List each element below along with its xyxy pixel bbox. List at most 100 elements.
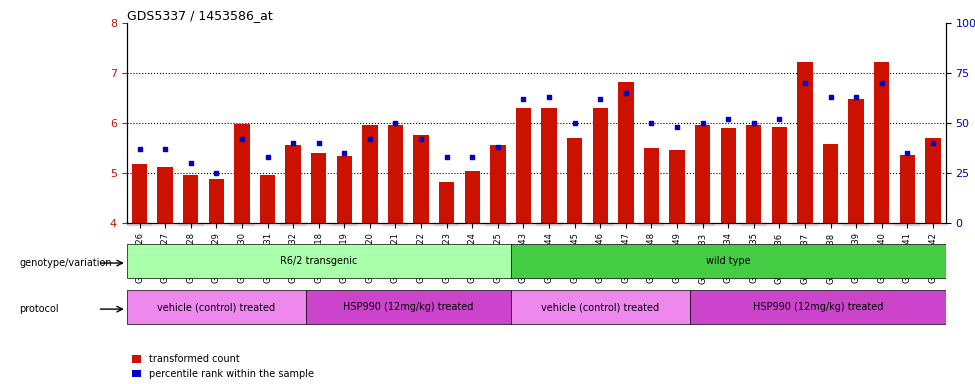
FancyBboxPatch shape — [306, 290, 511, 324]
Bar — [874, 62, 889, 223]
FancyBboxPatch shape — [127, 290, 306, 324]
Bar — [281, 223, 306, 225]
Point — [566, 120, 582, 126]
Bar — [177, 223, 204, 225]
Bar — [792, 223, 818, 225]
Point — [618, 90, 634, 96]
Point — [593, 96, 608, 102]
Point — [848, 94, 864, 100]
Point — [132, 146, 147, 152]
Bar — [229, 223, 254, 225]
Bar — [363, 125, 377, 223]
Point — [362, 136, 377, 142]
Bar — [127, 223, 152, 225]
Bar — [587, 223, 613, 225]
Point — [234, 136, 250, 142]
Text: HSP990 (12mg/kg) treated: HSP990 (12mg/kg) treated — [753, 302, 883, 312]
Bar — [920, 223, 946, 225]
FancyBboxPatch shape — [127, 244, 511, 278]
FancyBboxPatch shape — [690, 290, 946, 324]
Point — [874, 80, 889, 86]
Bar — [490, 146, 505, 223]
Bar — [413, 136, 429, 223]
Bar — [332, 223, 357, 225]
Bar — [613, 223, 639, 225]
Point — [644, 120, 659, 126]
Point — [413, 136, 429, 142]
Bar — [409, 223, 434, 225]
Text: R6/2 transgenic: R6/2 transgenic — [280, 256, 358, 266]
Bar — [464, 171, 480, 223]
Bar — [772, 127, 787, 223]
Bar — [541, 108, 557, 223]
Bar — [486, 223, 511, 225]
Point — [900, 150, 916, 156]
Point — [286, 140, 301, 146]
FancyBboxPatch shape — [511, 244, 946, 278]
Point — [464, 154, 480, 160]
Bar — [639, 223, 664, 225]
Bar — [695, 125, 710, 223]
Bar — [439, 182, 454, 223]
Bar — [593, 108, 608, 223]
Bar — [746, 125, 761, 223]
Bar — [357, 223, 382, 225]
Bar — [306, 223, 332, 225]
Point — [721, 116, 736, 122]
Bar — [158, 167, 173, 223]
Bar — [132, 164, 147, 223]
Point — [336, 150, 352, 156]
Bar — [567, 138, 582, 223]
Point — [669, 124, 684, 130]
Bar — [741, 223, 766, 225]
Bar — [336, 156, 352, 223]
Bar — [925, 138, 941, 223]
Text: GDS5337 / 1453586_at: GDS5337 / 1453586_at — [127, 9, 272, 22]
Point — [209, 170, 224, 176]
Point — [541, 94, 557, 100]
Text: protocol: protocol — [20, 304, 59, 314]
Bar — [234, 124, 250, 223]
Text: genotype/variation: genotype/variation — [20, 258, 112, 268]
Bar — [798, 62, 813, 223]
Text: vehicle (control) treated: vehicle (control) treated — [157, 302, 275, 312]
Point — [798, 80, 813, 86]
Bar — [311, 153, 327, 223]
Bar — [286, 146, 300, 223]
Bar — [843, 223, 869, 225]
Bar — [152, 223, 177, 225]
Legend: transformed count, percentile rank within the sample: transformed count, percentile rank withi… — [132, 354, 314, 379]
Bar — [388, 125, 404, 223]
Bar — [721, 128, 736, 223]
Text: vehicle (control) treated: vehicle (control) treated — [541, 302, 659, 312]
Bar — [183, 175, 199, 223]
Text: HSP990 (12mg/kg) treated: HSP990 (12mg/kg) treated — [343, 302, 474, 312]
Bar — [562, 223, 587, 225]
Bar — [766, 223, 792, 225]
Bar — [382, 223, 409, 225]
Bar — [716, 223, 741, 225]
Bar — [869, 223, 895, 225]
Bar — [895, 223, 920, 225]
Point — [823, 94, 838, 100]
Text: wild type: wild type — [706, 256, 751, 266]
Bar — [516, 108, 531, 223]
Bar — [669, 151, 684, 223]
Bar — [664, 223, 690, 225]
Point — [516, 96, 531, 102]
Bar — [204, 223, 229, 225]
Point — [311, 140, 327, 146]
Bar — [511, 223, 536, 225]
Bar — [209, 179, 224, 223]
FancyBboxPatch shape — [511, 290, 690, 324]
Point — [157, 146, 173, 152]
Bar — [259, 175, 275, 223]
Point — [388, 120, 404, 126]
Bar — [848, 99, 864, 223]
Point — [746, 120, 761, 126]
Bar — [900, 156, 915, 223]
Point — [259, 154, 275, 160]
Point — [490, 144, 506, 150]
Bar — [823, 144, 838, 223]
Bar — [434, 223, 459, 225]
